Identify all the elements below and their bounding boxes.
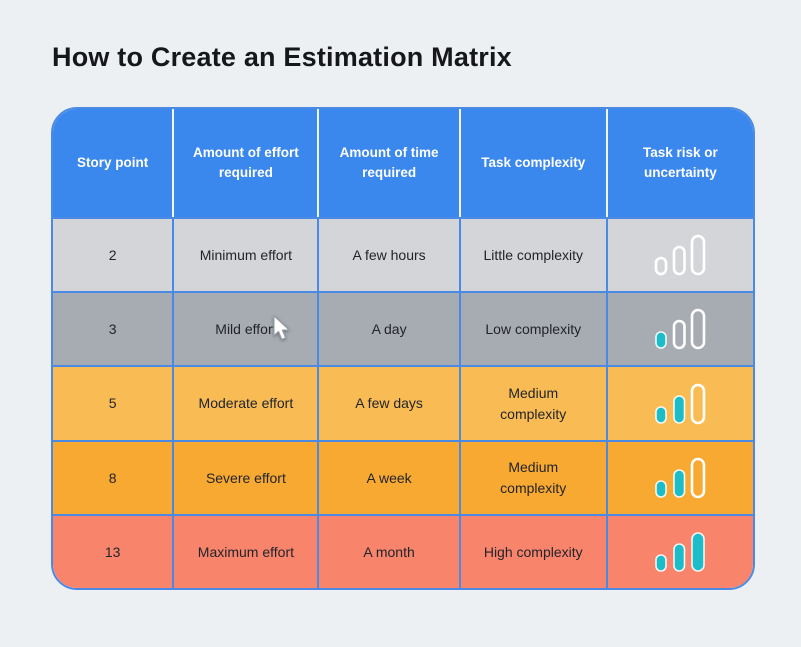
risk-bars-icon bbox=[655, 234, 706, 276]
time-cell: A few hours bbox=[317, 219, 458, 292]
story-point-value: 8 bbox=[108, 469, 117, 486]
header-cell-effort: Amount of effort required bbox=[172, 109, 317, 217]
complexity-cell: Low complexity bbox=[458, 293, 606, 366]
header-cell-story-point: Story point bbox=[53, 109, 172, 217]
risk-cell bbox=[605, 515, 753, 588]
page-title: How to Create an Estimation Matrix bbox=[52, 42, 512, 72]
story-point-value: 13 bbox=[104, 543, 121, 560]
complexity-cell: High complexity bbox=[458, 515, 606, 588]
time-value: A day bbox=[371, 321, 407, 338]
table-row: 2 Minimum effort A few hours Little comp… bbox=[53, 217, 753, 292]
effort-value: Moderate effort bbox=[198, 395, 294, 412]
table-header-row: Story point Amount of effort required Am… bbox=[53, 109, 753, 217]
complexity-value: High complexity bbox=[483, 543, 583, 560]
risk-bars-icon bbox=[655, 457, 706, 499]
table-row: 3 Mild effort A day Low complexity bbox=[53, 291, 753, 366]
risk-cell bbox=[605, 293, 753, 366]
story-point-value: 3 bbox=[108, 321, 117, 338]
risk-cell bbox=[605, 219, 753, 292]
effort-cell: Moderate effort bbox=[172, 367, 317, 440]
header-label: Task complexity bbox=[481, 154, 586, 170]
header-label: Amount of time required bbox=[339, 144, 439, 180]
story-point-cell: 2 bbox=[53, 219, 172, 291]
table-row: 13 Maximum effort A month High complexit… bbox=[53, 513, 753, 588]
time-value: A month bbox=[363, 543, 415, 560]
time-cell: A day bbox=[317, 293, 458, 366]
effort-cell: Mild effort bbox=[172, 293, 317, 366]
effort-cell: Minimum effort bbox=[172, 219, 317, 292]
complexity-value: Low complexity bbox=[485, 321, 582, 338]
effort-value: Minimum effort bbox=[199, 246, 293, 263]
risk-bars-icon bbox=[655, 383, 706, 424]
table-row: 5 Moderate effort A few days Medium comp… bbox=[53, 365, 753, 440]
complexity-cell: Medium complexity bbox=[458, 441, 606, 514]
story-point-value: 5 bbox=[108, 395, 117, 412]
time-value: A few hours bbox=[352, 246, 426, 263]
complexity-value: Medium complexity bbox=[500, 459, 567, 496]
header-cell-risk: Task risk or uncertainty bbox=[605, 109, 753, 217]
time-value: A few days bbox=[355, 395, 423, 412]
effort-value: Severe effort bbox=[205, 469, 286, 486]
table-row: 8 Severe effort A week Medium complexity bbox=[53, 439, 753, 514]
complexity-value: Little complexity bbox=[483, 246, 584, 263]
time-cell: A week bbox=[317, 441, 458, 514]
story-point-cell: 3 bbox=[53, 293, 172, 365]
estimation-matrix-table: Story point Amount of effort required Am… bbox=[51, 107, 755, 590]
effort-value: Mild effort bbox=[215, 321, 277, 338]
story-point-cell: 8 bbox=[53, 442, 172, 514]
story-point-cell: 13 bbox=[53, 516, 172, 588]
header-cell-time: Amount of time required bbox=[317, 109, 458, 217]
complexity-cell: Little complexity bbox=[458, 219, 606, 292]
story-point-cell: 5 bbox=[53, 367, 172, 439]
time-cell: A few days bbox=[317, 367, 458, 440]
header-label: Amount of effort required bbox=[193, 144, 299, 180]
complexity-cell: Medium complexity bbox=[458, 367, 606, 440]
risk-bars-icon bbox=[655, 308, 706, 350]
story-point-value: 2 bbox=[108, 246, 117, 263]
effort-value: Maximum effort bbox=[197, 543, 294, 560]
time-cell: A month bbox=[317, 515, 458, 588]
time-value: A week bbox=[366, 469, 412, 486]
header-label: Story point bbox=[77, 154, 149, 170]
risk-cell bbox=[605, 441, 753, 514]
header-label: Task risk or uncertainty bbox=[643, 144, 718, 180]
effort-cell: Maximum effort bbox=[172, 515, 317, 588]
complexity-value: Medium complexity bbox=[500, 385, 567, 422]
effort-cell: Severe effort bbox=[172, 441, 317, 514]
risk-bars-icon bbox=[655, 532, 706, 572]
header-cell-complexity: Task complexity bbox=[458, 109, 606, 217]
risk-cell bbox=[605, 367, 753, 440]
